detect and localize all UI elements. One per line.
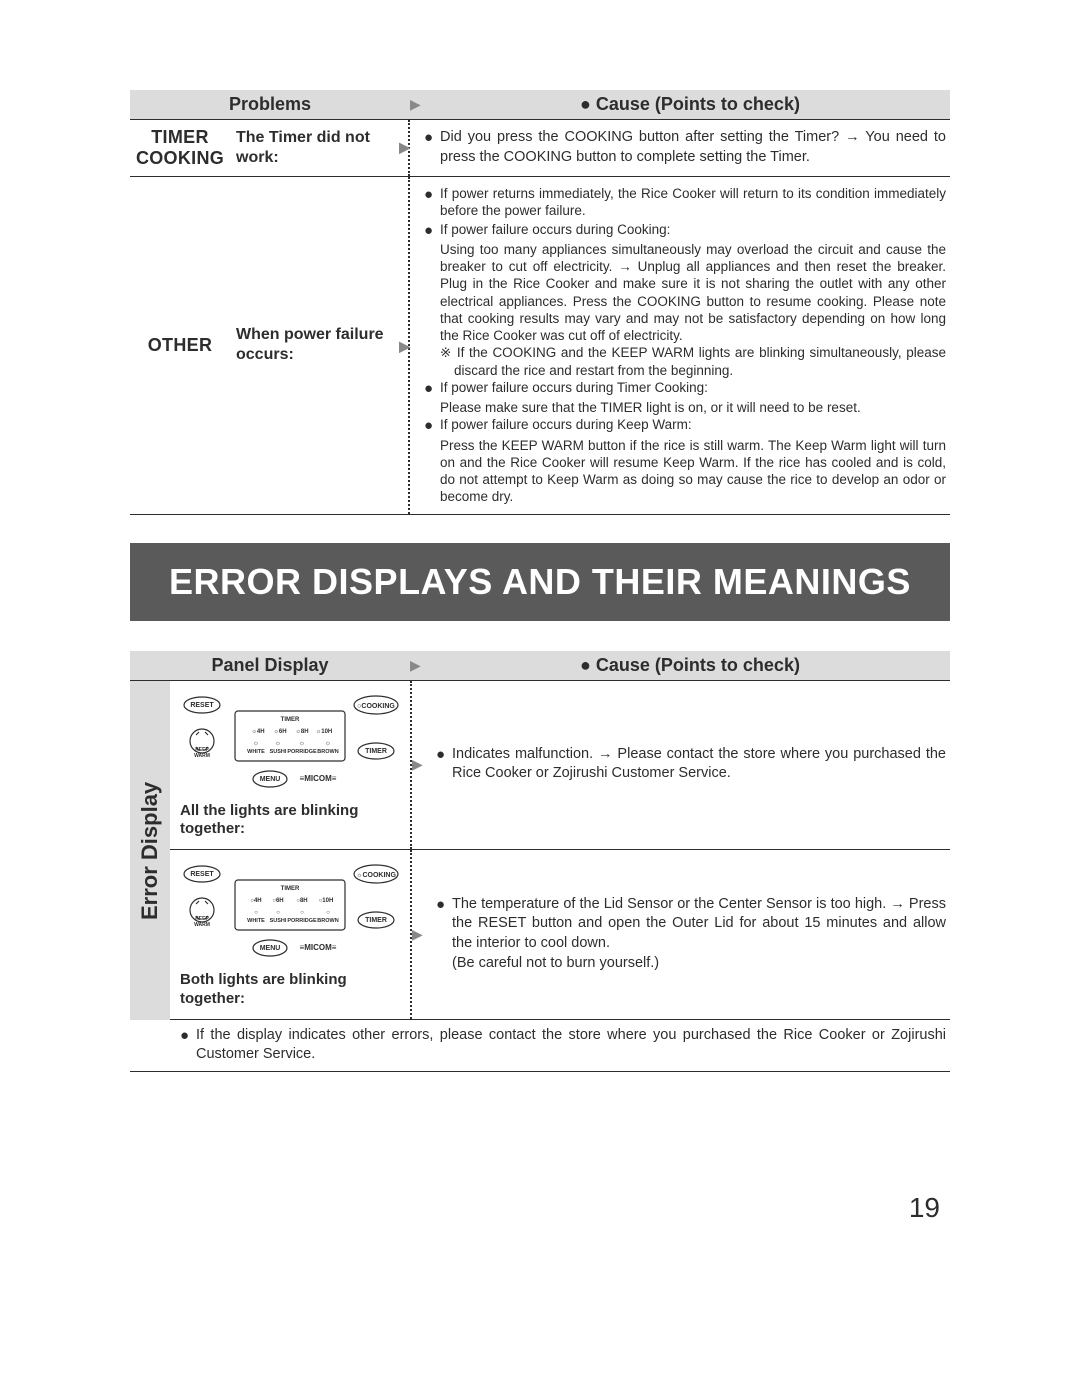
row-timer-cooking: TIMER COOKING The Timer did not work: ▶ … bbox=[130, 120, 950, 177]
bullet-icon: ● bbox=[424, 379, 440, 398]
panel-diagram-icon: RESET ○COOKING KEEP WARM TIMER MENU ≡MIC… bbox=[180, 691, 400, 791]
panel-display-2: RESET ☼COOKING KEEP WARM TIMER MENU ≡MIC… bbox=[170, 850, 412, 1019]
svg-text:○: ○ bbox=[254, 910, 258, 916]
cause-err2: ●The temperature of the Lid Sensor or th… bbox=[430, 887, 950, 982]
err1-text: Indicates malfunction. → Please contact … bbox=[452, 745, 946, 784]
problem-timer-text: The Timer did not work: bbox=[236, 128, 402, 168]
svg-text:○: ○ bbox=[276, 910, 280, 916]
problem-timer: The Timer did not work: ▶ bbox=[230, 120, 410, 176]
category-timer: TIMER COOKING bbox=[130, 120, 230, 176]
header-panel: Panel Display ▶ ● Cause (Points to check… bbox=[130, 651, 950, 681]
category-other: OTHER bbox=[130, 177, 230, 514]
category-other-text: OTHER bbox=[148, 335, 213, 356]
panel-caption-2: Both lights are blinking together: bbox=[180, 971, 400, 1009]
bullet-icon: ● bbox=[424, 416, 440, 435]
svg-text:WARM: WARM bbox=[194, 922, 210, 928]
other-b2-note: ※ If the COOKING and the KEEP WARM light… bbox=[424, 344, 946, 379]
other-b4-detail: Press the KEEP WARM button if the rice i… bbox=[424, 437, 946, 506]
svg-text:RESET: RESET bbox=[190, 702, 214, 709]
row-other: OTHER When power failure occurs: ▶ ●If p… bbox=[130, 177, 950, 515]
error-row-2: RESET ☼COOKING KEEP WARM TIMER MENU ≡MIC… bbox=[170, 850, 950, 1020]
panel-caption-1: All the lights are blinking together: bbox=[180, 802, 400, 840]
category-timer-text: TIMER COOKING bbox=[130, 127, 230, 168]
other-b2: If power failure occurs during Cooking: bbox=[440, 221, 946, 240]
svg-text:RESET: RESET bbox=[190, 871, 214, 878]
cause-timer: ● Did you press the COOKING button after… bbox=[410, 120, 950, 176]
other-b2-detail: Using too many appliances simultaneously… bbox=[424, 241, 946, 345]
svg-text:WARM: WARM bbox=[194, 753, 210, 759]
svg-text:○8H: ○8H bbox=[296, 898, 307, 904]
svg-text:PORRIDGE: PORRIDGE bbox=[287, 749, 317, 755]
cause-err1: ●Indicates malfunction. → Please contact… bbox=[430, 737, 950, 793]
svg-text:☼COOKING: ☼COOKING bbox=[356, 872, 396, 879]
footer-text: If the display indicates other errors, p… bbox=[196, 1026, 946, 1065]
svg-text:MENU: MENU bbox=[260, 945, 281, 952]
svg-text:TIMER: TIMER bbox=[281, 717, 300, 723]
svg-text:○6H: ○6H bbox=[272, 898, 283, 904]
svg-text:≡MICOM≡: ≡MICOM≡ bbox=[300, 943, 337, 952]
svg-text:☼: ☼ bbox=[275, 740, 281, 747]
svg-text:SUSHI: SUSHI bbox=[270, 749, 287, 755]
err2-note: (Be careful not to burn yourself.) bbox=[436, 954, 946, 974]
svg-text:○: ○ bbox=[326, 910, 330, 916]
svg-text:☼6H: ☼6H bbox=[273, 729, 286, 735]
triangle-icon: ▶ bbox=[410, 657, 430, 674]
svg-text:TIMER: TIMER bbox=[365, 917, 387, 924]
cause-timer-text: Did you press the COOKING button after s… bbox=[440, 128, 946, 167]
col-cause2: ● Cause (Points to check) bbox=[430, 655, 950, 676]
error-display-block: Error Display RESET ○COOKING bbox=[130, 681, 950, 1020]
svg-text:☼: ☼ bbox=[325, 740, 331, 747]
triangle-icon: ▶ bbox=[410, 96, 430, 113]
other-b3-detail: Please make sure that the TIMER light is… bbox=[424, 399, 946, 416]
svg-text:WHITE: WHITE bbox=[247, 749, 265, 755]
other-b3: If power failure occurs during Timer Coo… bbox=[440, 379, 946, 398]
err2-text: The temperature of the Lid Sensor or the… bbox=[452, 895, 946, 954]
svg-text:BROWN: BROWN bbox=[317, 918, 338, 924]
svg-text:○10H: ○10H bbox=[319, 898, 334, 904]
cause-other: ●If power returns immediately, the Rice … bbox=[410, 177, 950, 514]
svg-text:○: ○ bbox=[300, 910, 304, 916]
triangle-icon: ▶ bbox=[399, 139, 410, 157]
triangle-icon: ▶ bbox=[399, 338, 410, 356]
bullet-icon: ● bbox=[424, 221, 440, 240]
bullet-icon: ● bbox=[424, 128, 440, 167]
svg-text:SUSHI: SUSHI bbox=[270, 918, 287, 924]
svg-text:MENU: MENU bbox=[260, 776, 281, 783]
panel-diagram-icon: RESET ☼COOKING KEEP WARM TIMER MENU ≡MIC… bbox=[180, 860, 400, 960]
page-number: 19 bbox=[130, 1192, 950, 1224]
svg-text:☼4H: ☼4H bbox=[251, 729, 264, 735]
svg-text:○COOKING: ○COOKING bbox=[357, 703, 395, 710]
panel-display-1: RESET ○COOKING KEEP WARM TIMER MENU ≡MIC… bbox=[170, 681, 412, 850]
bullet-icon: ● bbox=[424, 185, 440, 220]
svg-text:TIMER: TIMER bbox=[365, 748, 387, 755]
bullet-icon: ● bbox=[180, 1026, 196, 1065]
col-panel: Panel Display bbox=[130, 655, 410, 676]
footer-note: ● If the display indicates other errors,… bbox=[130, 1020, 950, 1072]
svg-text:PORRIDGE: PORRIDGE bbox=[287, 918, 317, 924]
other-b1: If power returns immediately, the Rice C… bbox=[440, 185, 946, 220]
triangle-icon: ▶ bbox=[412, 926, 430, 943]
svg-text:WHITE: WHITE bbox=[247, 918, 265, 924]
error-row-1: RESET ○COOKING KEEP WARM TIMER MENU ≡MIC… bbox=[170, 681, 950, 851]
svg-text:☼10H: ☼10H bbox=[316, 729, 333, 735]
svg-text:≡MICOM≡: ≡MICOM≡ bbox=[300, 774, 337, 783]
svg-text:TIMER: TIMER bbox=[281, 886, 300, 892]
col-problems: Problems bbox=[130, 94, 410, 115]
other-b4: If power failure occurs during Keep Warm… bbox=[440, 416, 946, 435]
section-banner: ERROR DISPLAYS AND THEIR MEANINGS bbox=[130, 543, 950, 621]
svg-text:☼: ☼ bbox=[299, 740, 305, 747]
header-problems: Problems ▶ ● Cause (Points to check) bbox=[130, 90, 950, 120]
problem-other-text: When power failure occurs: bbox=[236, 325, 402, 365]
svg-text:BROWN: BROWN bbox=[317, 749, 338, 755]
problem-other: When power failure occurs: ▶ bbox=[230, 177, 410, 514]
col-cause: ● Cause (Points to check) bbox=[430, 94, 950, 115]
triangle-icon: ▶ bbox=[412, 756, 430, 773]
svg-text:☼: ☼ bbox=[253, 740, 259, 747]
vertical-label: Error Display bbox=[130, 681, 170, 1020]
bullet-icon: ● bbox=[436, 745, 452, 784]
bullet-icon: ● bbox=[436, 895, 452, 954]
svg-text:☼8H: ☼8H bbox=[295, 729, 308, 735]
svg-text:○4H: ○4H bbox=[250, 898, 261, 904]
